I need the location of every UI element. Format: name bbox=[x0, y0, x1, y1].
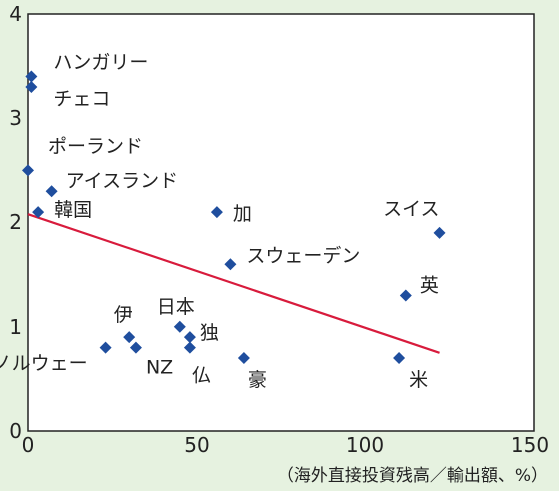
data-point bbox=[99, 341, 112, 354]
trend-line bbox=[27, 213, 440, 354]
data-point bbox=[210, 206, 223, 219]
data-point bbox=[25, 70, 38, 83]
data-point bbox=[22, 164, 34, 177]
point-label: チェコ bbox=[53, 88, 110, 110]
y-tick-label: 2 bbox=[9, 210, 22, 234]
point-label: 伊 bbox=[114, 304, 133, 326]
data-point bbox=[25, 80, 38, 93]
data-point bbox=[129, 341, 142, 354]
x-tick-label: 0 bbox=[22, 433, 35, 457]
data-point bbox=[183, 331, 196, 344]
point-label: 豪 bbox=[248, 369, 267, 391]
y-tick-label: 1 bbox=[9, 315, 22, 339]
x-axis-label: （海外直接投資残高／輸出額、%） bbox=[277, 466, 548, 486]
y-tick-label: 4 bbox=[9, 2, 22, 26]
plot-area bbox=[27, 13, 535, 432]
data-point bbox=[224, 258, 237, 271]
data-point bbox=[393, 352, 406, 365]
point-label: ハンガリー bbox=[53, 52, 148, 74]
data-point bbox=[123, 331, 136, 344]
data-point bbox=[45, 185, 58, 198]
x-tick-label: 100 bbox=[346, 433, 384, 457]
point-label: スイス bbox=[383, 198, 439, 220]
data-point bbox=[399, 289, 412, 302]
point-label: ポーランド bbox=[48, 135, 143, 157]
point-label: 韓国 bbox=[54, 199, 92, 221]
y-axis: 0 1 2 3 4 bbox=[9, 2, 22, 443]
point-label: 独 bbox=[200, 322, 219, 344]
y-tick-label: 3 bbox=[9, 106, 22, 130]
data-point bbox=[32, 206, 45, 219]
data-point bbox=[183, 341, 196, 354]
point-label: スウェーデン bbox=[246, 245, 360, 267]
point-label: ノルウェー bbox=[0, 353, 88, 375]
data-point bbox=[173, 320, 186, 333]
point-label: 仏 bbox=[192, 365, 211, 387]
data-point bbox=[433, 226, 446, 239]
data-points bbox=[22, 70, 446, 365]
point-label: 日本 bbox=[157, 296, 195, 318]
x-tick-label: 150 bbox=[511, 433, 549, 457]
x-tick-label: 50 bbox=[184, 433, 209, 457]
point-label: 米 bbox=[409, 369, 428, 391]
point-label: 加 bbox=[233, 203, 252, 225]
point-label: 英 bbox=[420, 274, 439, 296]
x-axis: 0 50 100 150 （海外直接投資残高／輸出額、%） bbox=[22, 433, 549, 486]
y-tick-label: 0 bbox=[9, 419, 22, 443]
data-point bbox=[237, 352, 250, 365]
point-label: NZ bbox=[146, 357, 173, 379]
point-label: アイスランド bbox=[66, 170, 178, 192]
